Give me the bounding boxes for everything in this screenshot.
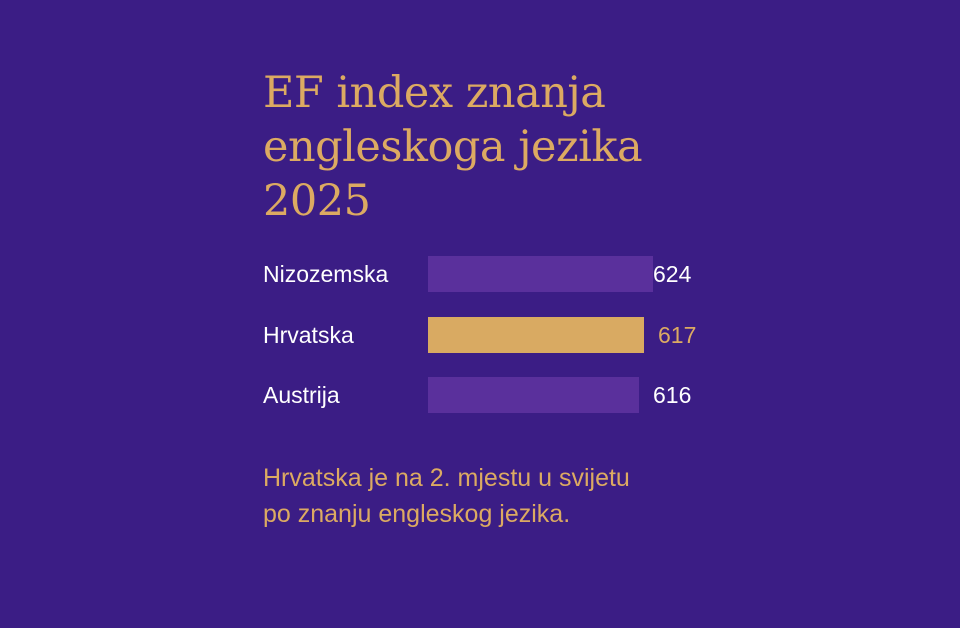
bar-hrvatska-highlighted [428,317,644,353]
bar-austrija [428,377,639,413]
bar-value: 624 [653,261,692,287]
title-line-2: engleskoga jezika [263,122,643,172]
title-line-3: 2025 [263,176,371,226]
title-line-1: EF index znanja [263,68,606,118]
bar-value: 617 [658,322,697,348]
note-line-2: po znanju engleskog jezika. [263,500,571,528]
bar-nizozemska [428,256,653,292]
note-line-1: Hrvatska je na 2. mjestu u svijetu [263,464,630,492]
bar-row-hrvatska: Hrvatska 617 [263,317,763,353]
chart-title: EF index znanja engleskoga jezika 2025 [263,66,643,228]
bar-label: Hrvatska [263,322,354,348]
bar-label: Nizozemska [263,261,389,287]
bar-row-nizozemska: Nizozemska 624 [263,256,763,292]
bar-row-austrija: Austrija 616 [263,377,763,413]
bar-label: Austrija [263,382,340,408]
ranking-note: Hrvatska je na 2. mjestu u svijetu po zn… [263,460,630,532]
bar-value: 616 [653,382,692,408]
